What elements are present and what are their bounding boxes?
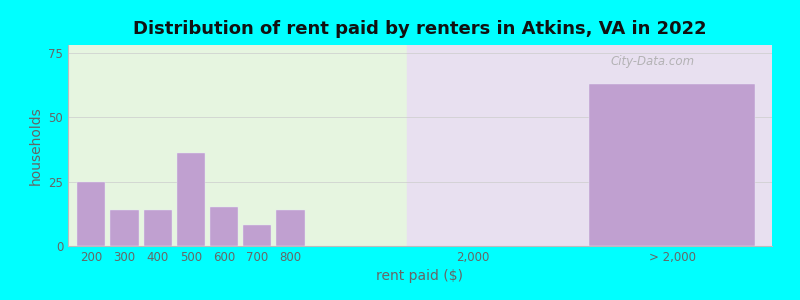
Bar xyxy=(243,225,271,246)
Bar xyxy=(143,210,172,246)
Text: City-Data.com: City-Data.com xyxy=(610,55,694,68)
Bar xyxy=(110,210,138,246)
Bar xyxy=(276,210,305,246)
Bar xyxy=(177,153,205,246)
Bar xyxy=(77,182,106,246)
Bar xyxy=(68,45,406,246)
Bar xyxy=(590,84,755,246)
Bar xyxy=(406,45,772,246)
Y-axis label: households: households xyxy=(29,106,42,185)
Bar xyxy=(210,207,238,246)
Title: Distribution of rent paid by renters in Atkins, VA in 2022: Distribution of rent paid by renters in … xyxy=(133,20,707,38)
X-axis label: rent paid ($): rent paid ($) xyxy=(377,269,463,284)
